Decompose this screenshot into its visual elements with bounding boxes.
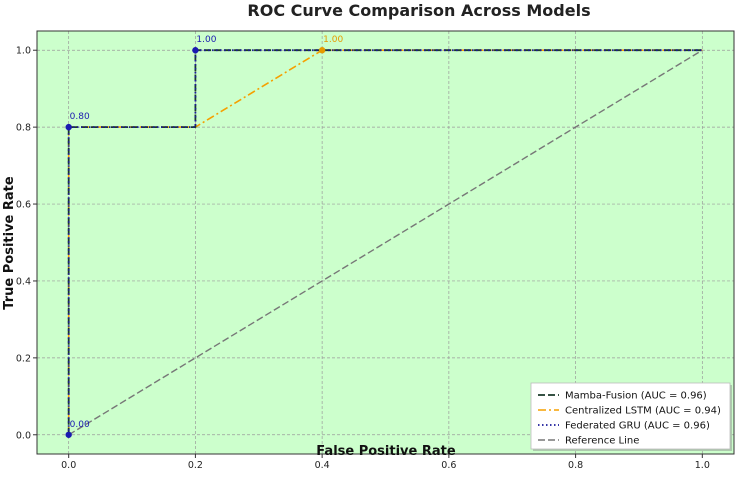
markers-layer: 0.00 0.80 1.00 1.00: [65, 35, 343, 438]
y-tick-label: 0.4: [16, 276, 31, 287]
plot-frame: [36, 30, 735, 455]
x-tick-label: 0.2: [188, 460, 203, 471]
point-marker: [65, 431, 72, 438]
point-marker: [65, 123, 72, 131]
chart-title: ROC Curve Comparison Across Models: [247, 1, 590, 20]
y-axis-ticks: 0.0 0.2 0.4 0.6 0.8 1.0: [16, 46, 37, 441]
point-marker: [318, 47, 326, 54]
legend: Mamba-Fusion (AUC = 0.96) Centralized LST…: [530, 382, 732, 451]
legend-box: [530, 382, 731, 450]
point-annotation: 0.00: [70, 420, 90, 430]
x-axis-ticks: 0.0 0.2 0.4 0.6 0.8 1.0: [61, 454, 710, 471]
series-layer: [67, 49, 703, 436]
series-line-3: [68, 49, 703, 436]
y-tick-label: 0.6: [16, 200, 31, 211]
legend-entry: Reference Line: [565, 436, 639, 447]
y-tick-label: 0.8: [16, 123, 31, 134]
x-tick-label: 0.0: [61, 460, 76, 471]
legend-entry: Federated GRU (AUC = 0.96): [565, 421, 710, 432]
x-axis-label: False Positive Rate: [316, 444, 456, 459]
x-tick-label: 0.4: [315, 460, 330, 471]
y-tick-label: 0.2: [16, 353, 31, 364]
legend-entry: Centralized LSTM (AUC = 0.94): [565, 406, 721, 417]
x-tick-label: 0.8: [568, 460, 583, 471]
x-tick-label: 0.6: [441, 460, 456, 471]
point-annotation: 1.00: [323, 35, 343, 45]
series-line-2: [67, 49, 703, 435]
point-annotation: 0.80: [70, 112, 90, 122]
point-marker: [192, 47, 199, 54]
y-tick-label: 1.0: [16, 46, 31, 57]
y-tick-label: 0.0: [16, 430, 31, 441]
y-axis-label: True Positive Rate: [2, 176, 17, 310]
x-tick-label: 1.0: [695, 460, 710, 471]
point-annotation: 1.00: [196, 35, 216, 45]
legend-entry: Mamba-Fusion (AUC = 0.96): [565, 391, 707, 402]
